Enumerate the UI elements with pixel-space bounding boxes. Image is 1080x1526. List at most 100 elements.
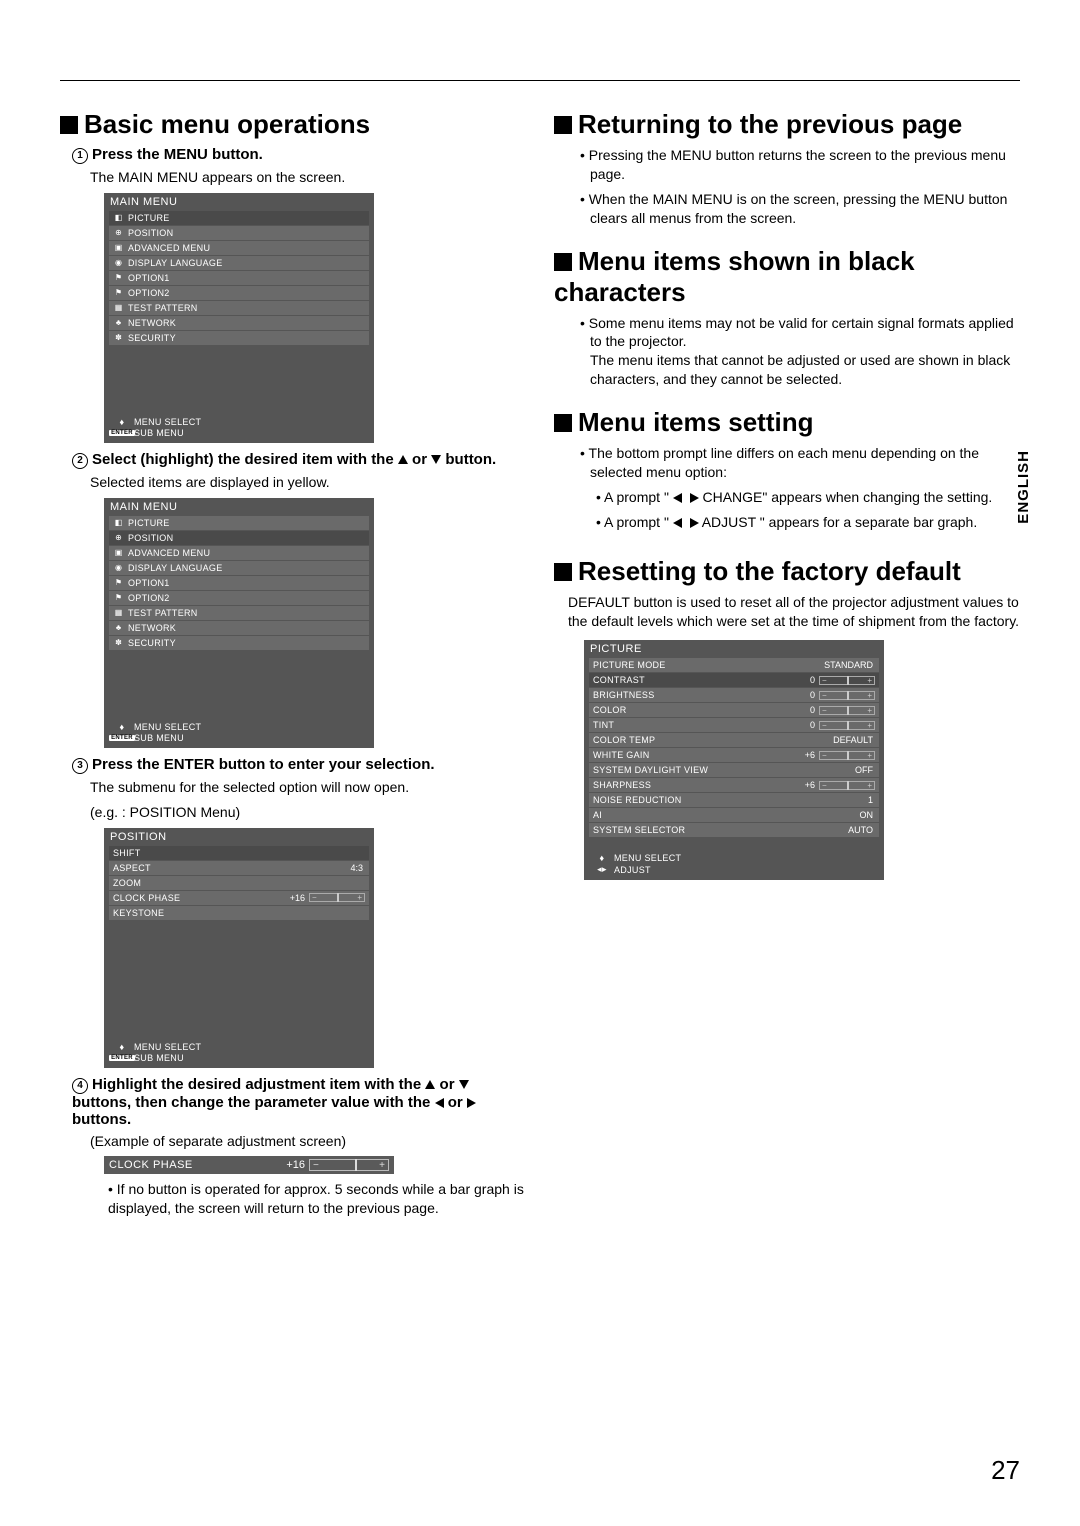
menu-item-label: NETWORK: [128, 318, 365, 328]
menu-item-icon: ♣: [113, 622, 124, 633]
footer-label: MENU SELECT: [134, 1042, 201, 1052]
footer-label: SUB MENU: [134, 428, 184, 438]
menu-item-icon: ✽: [113, 637, 124, 648]
step-label: buttons, then change the parameter value…: [72, 1094, 435, 1111]
menu-item-value: 0: [810, 675, 815, 685]
menu-item-label: COLOR: [593, 705, 810, 715]
menu-item: SYSTEM DAYLIGHT VIEWOFF: [589, 763, 879, 777]
menu-item: ▣ADVANCED MENU: [109, 546, 369, 560]
updown-icon: ♦: [110, 1042, 134, 1052]
step-subtext: (Example of separate adjustment screen): [90, 1132, 526, 1151]
position-menu-screenshot: POSITION SHIFTASPECT4:3ZOOMCLOCK PHASE+1…: [104, 828, 374, 1068]
menu-item: TINT0: [589, 718, 879, 732]
slider-bar-icon: [819, 751, 875, 760]
updown-icon: ♦: [110, 417, 134, 427]
section-title: Returning to the previous page: [554, 109, 1020, 140]
footer-label: SUB MENU: [134, 1053, 184, 1063]
step-label: or: [444, 1094, 467, 1111]
menu-footer: ENTERSUB MENU: [110, 733, 368, 743]
menu-item-label: SHIFT: [113, 848, 365, 858]
step-label: Press the MENU button.: [92, 146, 263, 163]
adjust-label: CLOCK PHASE: [109, 1159, 286, 1171]
menu-item: WHITE GAIN+6: [589, 748, 879, 762]
menu-item: ⚑OPTION1: [109, 576, 369, 590]
section-title: Menu items shown in black characters: [554, 246, 1020, 308]
menu-footer: ENTERSUB MENU: [110, 428, 368, 438]
menu-item: ✽SECURITY: [109, 331, 369, 345]
menu-item: ◧PICTURE: [109, 211, 369, 225]
step-number-icon: 4: [72, 1078, 88, 1094]
menu-item-label: SYSTEM DAYLIGHT VIEW: [593, 765, 855, 775]
menu-item: ♣NETWORK: [109, 316, 369, 330]
bullet: • The bottom prompt line differs on each…: [580, 444, 1020, 482]
body-text: DEFAULT button is used to reset all of t…: [568, 593, 1020, 631]
step-label: or: [435, 1076, 458, 1093]
title-text: Resetting to the factory default: [578, 556, 961, 586]
menu-item-icon: ⊕: [113, 532, 124, 543]
right-column: Returning to the previous page • Pressin…: [554, 109, 1020, 1224]
menu-item-icon: ⚑: [113, 577, 124, 588]
title-text: Basic menu operations: [84, 109, 370, 139]
menu-item-label: PICTURE: [128, 518, 365, 528]
square-bullet-icon: [554, 563, 572, 581]
footer-label: MENU SELECT: [134, 417, 201, 427]
footer-label: SUB MENU: [134, 733, 184, 743]
menu-item-label: ZOOM: [113, 878, 365, 888]
menu-item: ⊕POSITION: [109, 531, 369, 545]
main-menu-screenshot-2: MAIN MENU ◧PICTURE⊕POSITION▣ADVANCED MEN…: [104, 498, 374, 748]
menu-item-value: 4:3: [350, 863, 363, 873]
right-triangle-icon: [690, 518, 699, 528]
slider-bar-icon: [819, 781, 875, 790]
menu-title: MAIN MENU: [104, 498, 374, 515]
note-content: If no button is operated for approx. 5 s…: [108, 1181, 524, 1216]
step-number-icon: 2: [72, 453, 88, 469]
menu-item-label: ADVANCED MENU: [128, 243, 365, 253]
step-4: 4Highlight the desired adjustment item w…: [72, 1076, 526, 1128]
menu-item-value: OFF: [855, 765, 873, 775]
menu-footer: ◂▸ADJUST: [590, 864, 878, 875]
menu-item-label: SHARPNESS: [593, 780, 805, 790]
section-title: Menu items setting: [554, 407, 1020, 438]
menu-item: ⚑OPTION1: [109, 271, 369, 285]
footer-label: MENU SELECT: [134, 722, 201, 732]
sub-bullet: • A prompt " CHANGE" appears when changi…: [596, 488, 1020, 507]
menu-item: ⚑ OPTION2: [109, 286, 369, 300]
slider-bar-icon: [819, 706, 875, 715]
bullet: • When the MAIN MENU is on the screen, p…: [580, 190, 1020, 228]
menu-item: BRIGHTNESS0: [589, 688, 879, 702]
menu-item-icon: ▣: [113, 547, 124, 558]
up-triangle-icon: [425, 1080, 435, 1089]
menu-item-label: COLOR TEMP: [593, 735, 833, 745]
menu-item-icon: ⚑: [113, 287, 124, 298]
menu-item-label: TEST PATTERN: [128, 608, 365, 618]
menu-title: MAIN MENU: [104, 193, 374, 210]
enter-icon: ENTER: [110, 430, 134, 436]
menu-item: ◉DISPLAY LANGUAGE: [109, 561, 369, 575]
section-title: Resetting to the factory default: [554, 556, 1020, 587]
menu-item: SYSTEM SELECTORAUTO: [589, 823, 879, 837]
menu-item: ◉DISPLAY LANGUAGE: [109, 256, 369, 270]
menu-item-label: ASPECT: [113, 863, 350, 873]
bullet-text: Some menu items may not be valid for cer…: [589, 315, 1014, 388]
step-label: or: [408, 451, 431, 468]
language-tab: ENGLISH: [1015, 450, 1032, 524]
leftright-icon: ◂▸: [590, 864, 614, 875]
down-triangle-icon: [431, 455, 441, 464]
menu-item: COLOR0: [589, 703, 879, 717]
square-bullet-icon: [554, 414, 572, 432]
menu-item: ⚑OPTION2: [109, 591, 369, 605]
menu-item-icon: ⚑: [113, 272, 124, 283]
menu-item-label: OPTION2: [128, 288, 365, 298]
menu-item: KEYSTONE: [109, 906, 369, 920]
menu-item: PICTURE MODESTANDARD: [589, 658, 879, 672]
up-triangle-icon: [398, 455, 408, 464]
square-bullet-icon: [554, 253, 572, 271]
footer-label: ADJUST: [614, 865, 651, 875]
title-text: Menu items setting: [578, 407, 813, 437]
slider-bar-icon: [819, 721, 875, 730]
bullet-text: A prompt ": [604, 489, 673, 505]
right-triangle-icon: [467, 1098, 476, 1108]
bullet-text: CHANGE" appears when changing the settin…: [699, 489, 993, 505]
menu-item: SHIFT: [109, 846, 369, 860]
menu-item: ▣ADVANCED MENU: [109, 241, 369, 255]
